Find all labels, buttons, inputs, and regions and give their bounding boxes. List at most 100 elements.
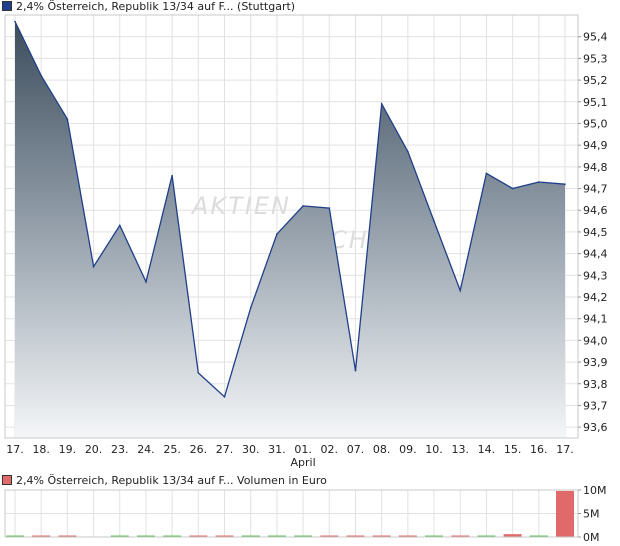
date-tick-label: 10. <box>425 443 443 456</box>
price-area <box>14 20 566 438</box>
price-point <box>328 207 331 209</box>
date-tick-label: 02. <box>321 443 339 456</box>
watermark-line1: AKTIEN <box>190 192 291 220</box>
month-label: April <box>291 456 316 469</box>
volume-legend-label: 2,4% Österreich, Republik 13/34 auf F... <box>16 474 234 487</box>
price-legend-label: 2,4% Österreich, Republik 13/34 auf F... <box>16 0 234 13</box>
price-point <box>118 224 121 227</box>
price-legend: 2,4% Österreich, Republik 13/34 auf F...… <box>2 0 295 14</box>
price-tick-label: 94,1 <box>583 313 608 326</box>
date-tick-label: 27. <box>216 443 234 456</box>
price-point <box>485 172 488 175</box>
volume-bar <box>58 535 77 537</box>
volume-bar <box>372 535 391 537</box>
price-point <box>407 150 409 153</box>
date-tick-label: 08. <box>373 443 391 456</box>
volume-legend: 2,4% Österreich, Republik 13/34 auf F...… <box>2 474 327 488</box>
date-tick-label: 31. <box>268 443 286 456</box>
volume-bar <box>425 535 444 537</box>
date-tick-label: 13. <box>451 443 469 456</box>
volume-legend-unit: Volumen in Euro <box>237 474 327 487</box>
price-tick-label: 93,9 <box>583 356 608 369</box>
price-point <box>223 395 226 398</box>
price-tick-label: 93,6 <box>583 421 608 434</box>
date-tick-label: 14. <box>478 443 496 456</box>
price-tick-label: 94,8 <box>583 161 608 174</box>
price-area-fill <box>15 21 565 438</box>
price-tick-label: 94,0 <box>583 334 608 347</box>
price-point <box>433 220 435 222</box>
date-tick-label: 30. <box>242 443 260 456</box>
date-tick-label: 24. <box>137 443 155 456</box>
price-tick-label: 95,2 <box>583 74 608 87</box>
volume-bar <box>32 535 51 537</box>
date-tick-label: 01. <box>294 443 312 456</box>
price-tick-label: 94,2 <box>583 291 608 304</box>
price-tick-label: 94,7 <box>583 183 608 196</box>
volume-bar <box>346 535 365 537</box>
price-tick-label: 94,3 <box>583 269 608 282</box>
volume-tick-label: 0M <box>583 531 600 544</box>
price-point <box>511 187 514 190</box>
price-point <box>14 20 16 23</box>
price-point <box>66 118 69 120</box>
volume-bar <box>189 535 208 537</box>
volume-bar <box>477 535 496 537</box>
price-line <box>14 21 566 398</box>
volume-bar <box>320 535 339 537</box>
price-y-axis: 93,6 93,7 93,8 93,9 94,0 94,1 94,2 94,3 94,4 94,5… <box>578 31 608 434</box>
price-legend-swatch <box>2 1 12 11</box>
date-tick-label: 15. <box>504 443 522 456</box>
volume-bar <box>163 535 182 537</box>
price-tick-label: 94,6 <box>583 204 608 217</box>
price-point <box>564 183 566 185</box>
price-tick-label: 95,1 <box>583 96 608 109</box>
date-tick-label: 16. <box>530 443 548 456</box>
price-tick-label: 95,0 <box>583 117 608 130</box>
date-tick-label: 20. <box>85 443 103 456</box>
volume-bar <box>529 535 548 537</box>
date-tick-label: 19. <box>59 443 77 456</box>
price-point <box>197 372 200 374</box>
price-tick-label: 95,3 <box>583 52 608 65</box>
price-tick-label: 93,7 <box>583 399 608 412</box>
price-point <box>276 233 278 235</box>
date-tick-label: 18. <box>32 443 50 456</box>
price-point <box>171 174 173 177</box>
price-point <box>92 265 95 268</box>
price-plot-border <box>4 14 579 439</box>
volume-bar <box>110 535 129 537</box>
price-point <box>249 307 252 309</box>
price-frame <box>4 14 579 439</box>
volume-grid <box>5 489 578 538</box>
date-tick-label: 23. <box>111 443 129 456</box>
volume-bar <box>215 535 234 537</box>
price-legend-market: (Stuttgart) <box>237 0 296 13</box>
volume-bar <box>556 490 574 537</box>
price-tick-label: 94,5 <box>583 226 608 239</box>
volume-legend-swatch <box>2 475 12 485</box>
volume-bar <box>136 535 155 537</box>
price-tick-label: 95,4 <box>583 31 608 44</box>
price-point <box>380 103 383 105</box>
price-point <box>538 181 540 183</box>
date-tick-label: 07. <box>347 443 365 456</box>
price-point <box>145 281 147 283</box>
volume-bar <box>294 535 313 537</box>
price-point <box>40 74 42 77</box>
volume-bar <box>451 535 470 537</box>
price-point <box>302 205 304 207</box>
volume-bar <box>398 535 417 537</box>
price-tick-label: 94,9 <box>583 139 608 152</box>
date-tick-label: 17. <box>556 443 574 456</box>
date-x-axis: 17. 18. 19. 20. 23. 24. 25. 26. 27. 30. 31. 01. 02. 0… <box>6 443 574 469</box>
volume-tick-label: 10M <box>583 484 607 497</box>
volume-bar <box>6 535 24 537</box>
date-tick-label: 25. <box>163 443 181 456</box>
price-point <box>354 369 357 372</box>
date-tick-label: 09. <box>399 443 417 456</box>
price-tick-label: 93,8 <box>583 378 608 391</box>
date-tick-label: 17. <box>6 443 24 456</box>
volume-y-axis: 10M 5M 0M <box>578 484 607 544</box>
volume-bar <box>241 535 260 537</box>
